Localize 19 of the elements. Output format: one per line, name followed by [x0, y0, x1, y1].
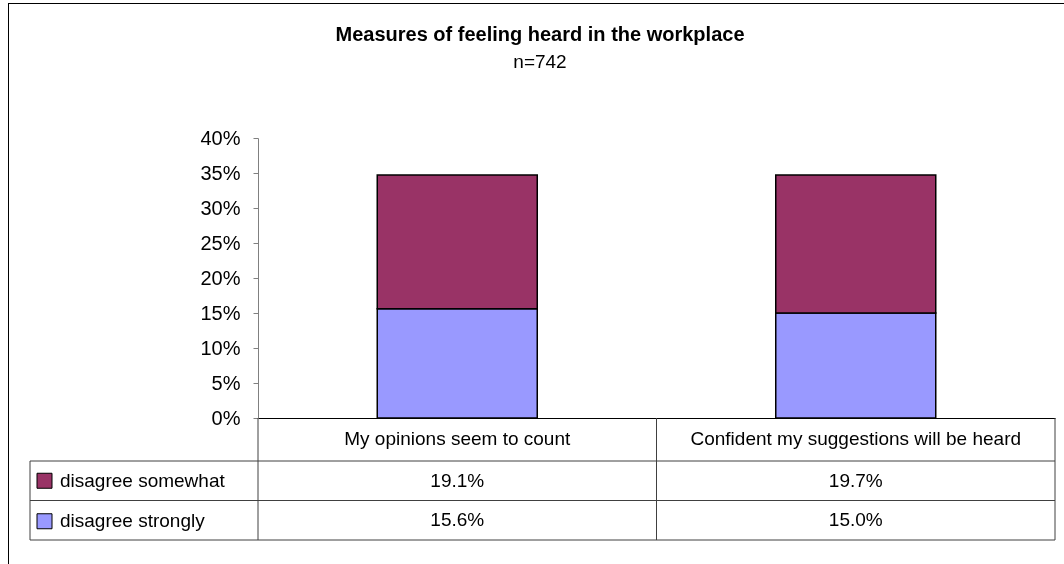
y-tick-label: 25%: [200, 231, 241, 254]
y-tick-label: 30%: [200, 196, 241, 219]
legend-label: disagree somewhat: [60, 469, 226, 491]
y-tick-label: 15%: [200, 301, 241, 324]
data-label: 15.6%: [430, 509, 485, 531]
chart-title: Measures of feeling heard in the workplace: [335, 23, 745, 45]
x-tick-label: Confident my suggestions will be heard: [690, 428, 1022, 449]
legend-label: disagree strongly: [60, 510, 206, 532]
y-tick-label: 0%: [211, 406, 241, 429]
y-tick-label: 40%: [200, 126, 241, 149]
data-label: 19.7%: [828, 469, 883, 491]
y-tick-label: 35%: [200, 161, 241, 184]
y-tick-label: 20%: [200, 266, 241, 289]
data-label: 15.0%: [828, 509, 883, 531]
chart-subtitle: n=742: [513, 51, 567, 72]
x-tick-label: My opinions seem to count: [344, 428, 571, 449]
y-tick-label: 10%: [200, 336, 241, 359]
data-label: 19.1%: [430, 469, 485, 491]
y-tick-label: 5%: [211, 371, 241, 394]
